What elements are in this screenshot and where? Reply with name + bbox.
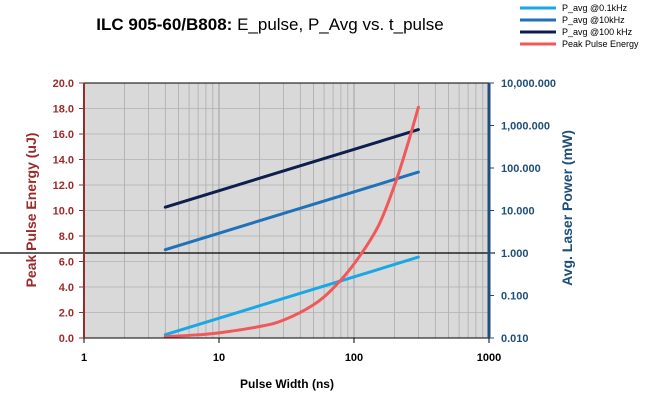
legend-label: P_avg @0.1kHz	[562, 3, 628, 13]
x-tick-label: 1	[81, 352, 87, 364]
series-line	[163, 105, 420, 339]
y-tick-label-left: 16.0	[53, 129, 74, 141]
series-line	[163, 255, 420, 337]
y-tick-label-right: 100.000	[501, 163, 541, 175]
chart-title: ILC 905-60/B808: E_pulse, P_Avg vs. t_pu…	[96, 15, 443, 34]
x-tick-label: 1000	[477, 352, 501, 364]
y-tick-label-right: 0.100	[501, 291, 529, 303]
y-tick-label-left: 2.0	[59, 308, 74, 320]
y-tick-label-right: 10,000.000	[501, 78, 556, 90]
axes: 0.0 2.0 4.0 6.0 8.0 10.0 12.0 14.0 16.0 18.0 20.0 0…	[53, 78, 556, 364]
y-axis-label-right: Avg. Laser Power (mW)	[559, 130, 575, 286]
y-tick-label-right: 1.000	[501, 248, 529, 260]
y-tick-label-left: 0.0	[59, 333, 74, 345]
x-tick-label: 10	[213, 352, 225, 364]
y-axis-label-left: Peak Pulse Energy (uJ)	[23, 133, 39, 288]
y-tick-label-left: 18.0	[53, 104, 74, 116]
y-tick-label-right: 10.000	[501, 206, 535, 218]
legend-label: P_avg @10kHz	[562, 15, 625, 25]
plot-area	[0, 83, 495, 339]
chart-title-bold: ILC 905-60/B808:	[96, 15, 232, 34]
y-tick-label-left: 20.0	[53, 78, 74, 90]
x-tick-label: 100	[345, 352, 363, 364]
y-tick-label-left: 14.0	[53, 155, 74, 167]
chart-title-rest: E_pulse, P_Avg vs. t_pulse	[232, 15, 443, 34]
y-tick-label-right: 1,000.000	[501, 121, 550, 133]
y-tick-label-left: 4.0	[59, 282, 74, 294]
y-tick-label-left: 10.0	[53, 206, 74, 218]
legend-label: Peak Pulse Energy	[562, 39, 639, 49]
x-axis-label: Pulse Width (ns)	[240, 377, 334, 391]
y-tick-label-left: 12.0	[53, 180, 74, 192]
y-tick-label-right: 0.010	[501, 333, 529, 345]
legend-label: P_avg @100 kHz	[562, 27, 633, 37]
y-tick-label-left: 6.0	[59, 257, 74, 269]
series-line	[163, 170, 420, 252]
legend: P_avg @0.1kHz P_avg @10kHz P_avg @100 kHz P…	[520, 3, 639, 49]
series-line	[163, 128, 420, 209]
y-tick-label-left: 8.0	[59, 231, 74, 243]
